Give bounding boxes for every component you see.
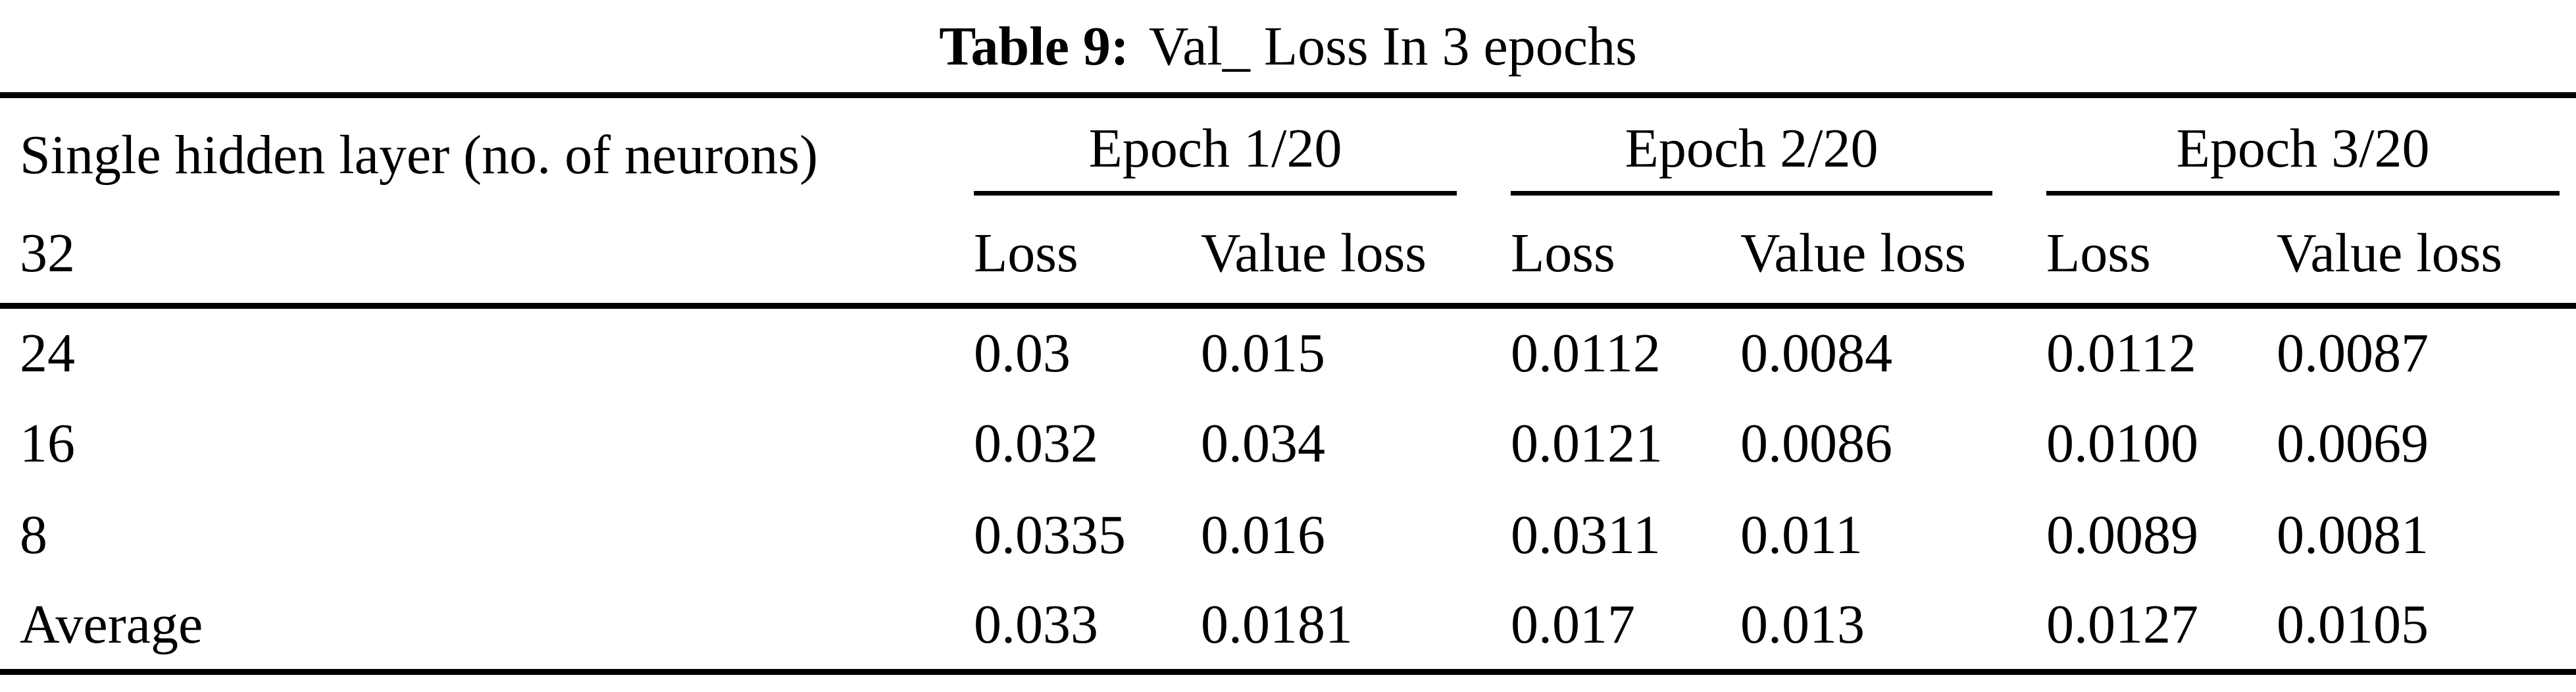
cell-e3-loss: 0.0100 — [2046, 412, 2198, 474]
row-label: 16 — [20, 412, 75, 474]
cell-e3-value-loss: 0.0087 — [2277, 322, 2429, 384]
table-row: Average 0.033 0.0181 0.017 0.013 0.0127 … — [0, 581, 2576, 672]
corner-subheader: 32 — [20, 223, 75, 284]
cell-e3-loss: 0.0112 — [2046, 322, 2196, 384]
table-caption-number: Table 9: — [939, 15, 1129, 77]
cell-e3-value-loss: 0.0081 — [2277, 504, 2429, 566]
group-header-epoch-1: Epoch 1/20 — [974, 95, 1511, 204]
group-header-epoch-3-label: Epoch 3/20 — [2046, 117, 2560, 196]
cell-e2-loss: 0.0311 — [1511, 504, 1661, 566]
cell-e2-value-loss: 0.0086 — [1740, 412, 1892, 474]
col-header-value-loss-3: Value loss — [2277, 223, 2502, 284]
cell-e1-value-loss: 0.016 — [1201, 504, 1325, 566]
col-header-loss-1: Loss — [974, 223, 1078, 284]
table-caption-text: Val_ Loss In 3 epochs — [1148, 15, 1637, 77]
cell-e3-value-loss: 0.0069 — [2277, 412, 2429, 474]
cell-e2-value-loss: 0.0084 — [1740, 322, 1892, 384]
table-row: 24 0.03 0.015 0.0112 0.0084 0.0112 0.008… — [0, 306, 2576, 398]
cell-e1-loss: 0.03 — [974, 322, 1071, 384]
table-row: 8 0.0335 0.016 0.0311 0.011 0.0089 0.008… — [0, 489, 2576, 581]
cell-e1-loss: 0.032 — [974, 412, 1098, 474]
group-header-epoch-1-label: Epoch 1/20 — [974, 117, 1457, 196]
cell-e1-value-loss: 0.034 — [1201, 412, 1325, 474]
val-loss-table: Single hidden layer (no. of neurons) Epo… — [0, 92, 2576, 675]
table-row: 16 0.032 0.034 0.0121 0.0086 0.0100 0.00… — [0, 398, 2576, 489]
col-header-loss-3: Loss — [2046, 223, 2151, 284]
row-label: 8 — [20, 504, 47, 566]
col-header-loss-2: Loss — [1511, 223, 1615, 284]
cell-e1-loss: 0.033 — [974, 594, 1098, 656]
corner-header: Single hidden layer (no. of neurons) — [20, 124, 819, 186]
cell-e3-loss: 0.0127 — [2046, 594, 2198, 656]
group-header-epoch-2: Epoch 2/20 — [1511, 95, 2046, 204]
cell-e1-value-loss: 0.015 — [1201, 322, 1325, 384]
group-header-epoch-2-label: Epoch 2/20 — [1511, 117, 1992, 196]
col-header-value-loss-2: Value loss — [1740, 223, 1966, 284]
row-label: 24 — [20, 322, 75, 384]
col-header-value-loss-1: Value loss — [1201, 223, 1427, 284]
cell-e2-loss: 0.0121 — [1511, 412, 1663, 474]
group-header-epoch-3: Epoch 3/20 — [2046, 95, 2576, 204]
cell-e2-loss: 0.0112 — [1511, 322, 1661, 384]
cell-e3-value-loss: 0.0105 — [2277, 594, 2429, 656]
table-caption: Table 9: Val_ Loss In 3 epochs — [0, 0, 2576, 92]
cell-e1-value-loss: 0.0181 — [1201, 594, 1353, 656]
table-sub-header-row: 32 Loss Value loss Loss Value loss Loss … — [0, 204, 2576, 306]
cell-e2-value-loss: 0.011 — [1740, 504, 1863, 566]
cell-e2-value-loss: 0.013 — [1740, 594, 1865, 656]
cell-e3-loss: 0.0089 — [2046, 504, 2198, 566]
cell-e1-loss: 0.0335 — [974, 504, 1126, 566]
row-label: Average — [20, 594, 203, 656]
cell-e2-loss: 0.017 — [1511, 594, 1635, 656]
table-group-header-row: Single hidden layer (no. of neurons) Epo… — [0, 95, 2576, 204]
